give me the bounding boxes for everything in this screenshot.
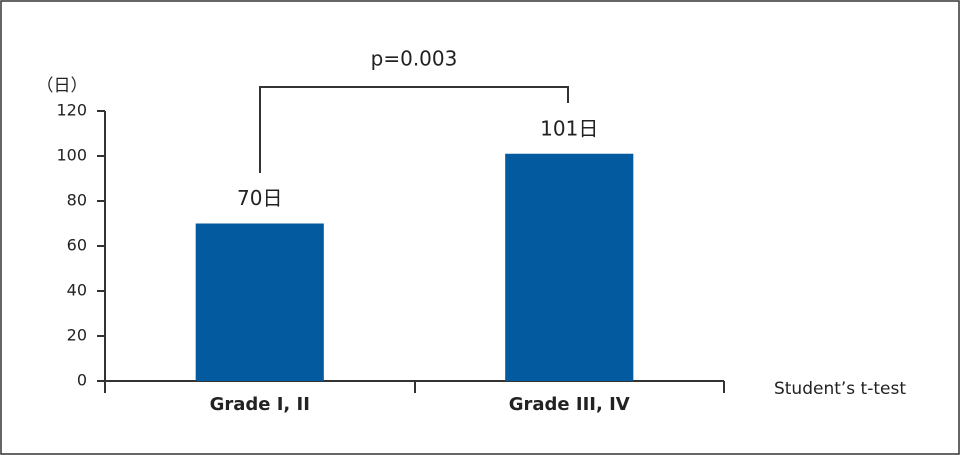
y-unit-label: （日） <box>37 76 88 96</box>
bar <box>505 153 634 381</box>
y-tick-label: 100 <box>56 146 87 165</box>
significance-bracket <box>259 86 569 173</box>
x-tick-label: Grade III, IV <box>509 394 630 415</box>
value-label: 70日 <box>237 186 282 210</box>
x-tick-label: Grade Ⅰ, II <box>210 394 310 415</box>
value-label: 101日 <box>540 116 598 140</box>
y-tick-label: 60 <box>67 236 87 255</box>
y-tick-label: 80 <box>67 191 87 210</box>
y-tick-label: 20 <box>67 326 87 345</box>
y-tick-label: 120 <box>56 101 87 120</box>
y-tick-label: 0 <box>77 371 87 390</box>
bar <box>195 223 324 381</box>
footnote: Student’s t-test <box>774 379 906 399</box>
y-tick-label: 40 <box>67 281 87 300</box>
annotation: p=0.003 <box>371 47 458 71</box>
